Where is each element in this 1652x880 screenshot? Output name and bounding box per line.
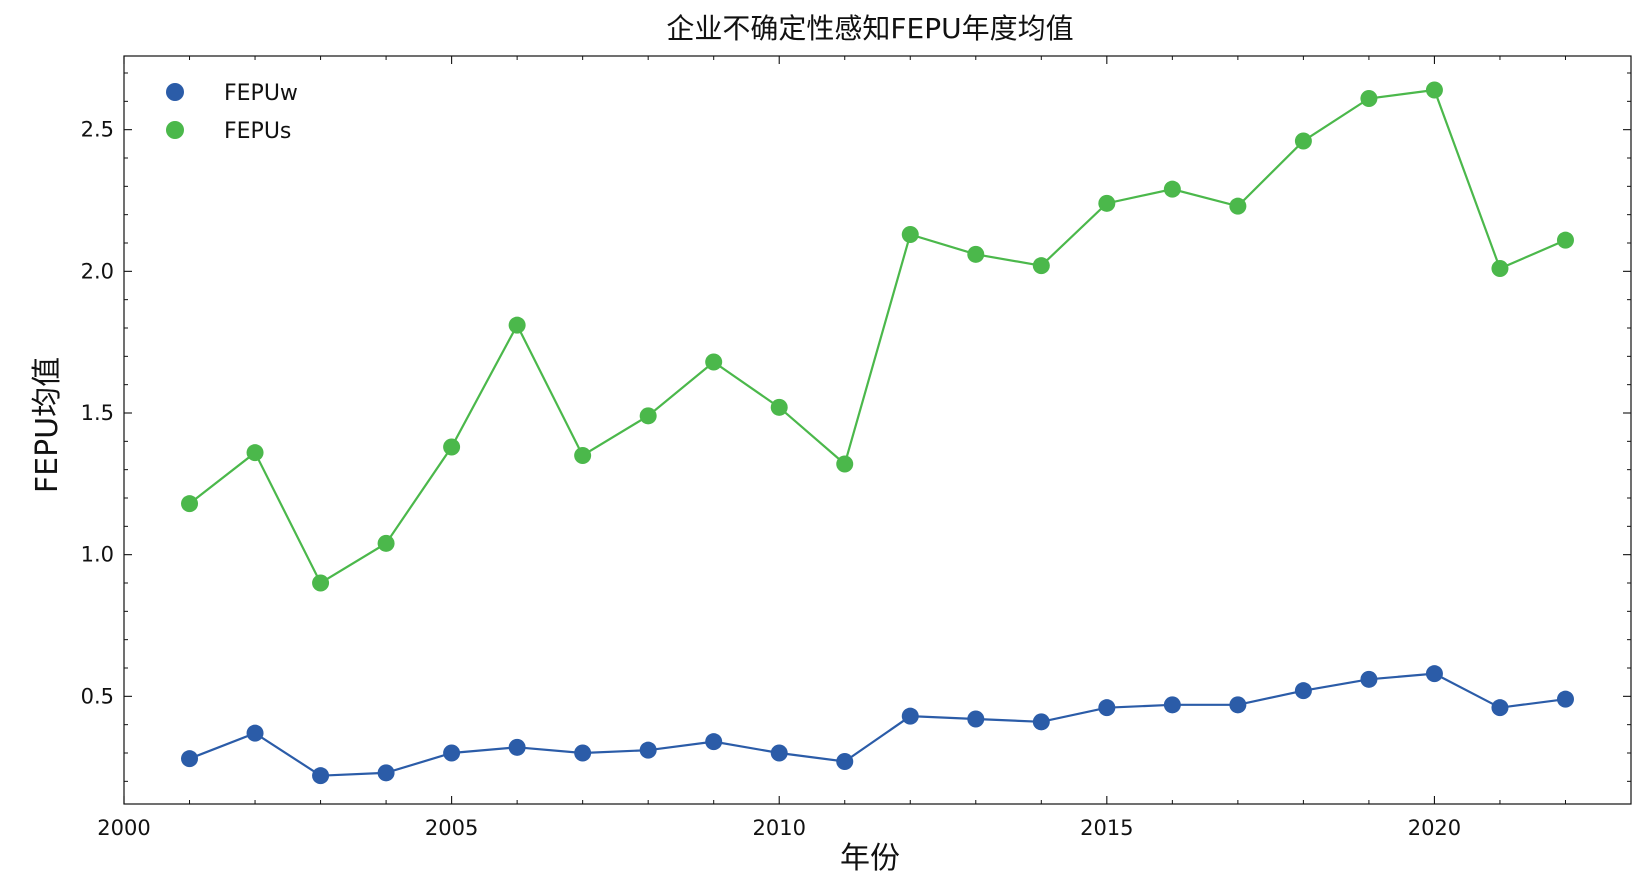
data-point-fepuw [508,738,526,756]
plot-frame [123,55,1632,805]
legend-label-fepus: FEPUs [224,119,291,144]
y-tick-label: 0.5 [81,684,114,708]
y-tick-label: 2.5 [81,118,114,142]
data-point-fepus [181,495,199,513]
data-point-fepuw [1098,699,1116,717]
data-point-fepuw [639,741,657,759]
data-point-fepus [1032,257,1050,275]
data-point-fepuw [1163,696,1181,714]
data-point-fepus [967,245,985,263]
data-point-fepuw [246,724,264,742]
data-point-fepuw [1491,699,1509,717]
data-point-fepuw [1032,713,1050,731]
data-point-fepus [1163,180,1181,198]
x-tick-label: 2000 [97,816,150,840]
x-axis-title: 年份 [840,841,900,876]
data-point-fepuw [1294,682,1312,700]
data-point-fepus [443,438,461,456]
data-point-fepus [770,398,788,416]
data-point-fepuw [181,750,199,768]
x-tick-label: 2015 [1080,816,1133,840]
data-point-fepus [901,226,919,243]
data-point-fepus [1229,197,1247,215]
data-point-fepuw [1425,665,1443,683]
data-point-fepus [246,444,264,462]
x-tick-label: 2010 [752,816,805,840]
plot-area: 2000 2005 2010 2015 2020 0.5 1.0 1.5 2.0 2.5 [81,55,1632,840]
x-tick-label: 2020 [1408,816,1461,840]
data-point-fepuw [443,744,461,762]
data-point-fepus [639,407,657,425]
legend-marker-fepuw [166,83,184,101]
data-point-fepuw [377,764,395,782]
y-tick-label: 1.0 [81,543,114,567]
data-point-fepuw [312,767,330,785]
chart-title: 企业不确定性感知FEPU年度均值 [666,12,1073,45]
data-point-fepus [1491,260,1509,277]
y-tick-label: 2.0 [81,259,114,283]
y-axis-title: FEPU均值 [30,357,65,493]
data-point-fepus [377,534,395,552]
legend: FEPUw FEPUs [166,81,298,144]
data-point-fepus [1360,90,1378,107]
legend-marker-fepus [166,121,184,139]
data-point-fepuw [1360,670,1378,688]
data-point-fepus [312,574,330,592]
data-point-fepuw [836,753,854,770]
data-point-fepus [1098,194,1116,212]
data-point-fepuw [901,707,919,725]
series-line-fepuw [189,672,1566,777]
legend-label-fepuw: FEPUw [224,81,298,106]
data-point-fepus [705,353,723,371]
series-line-fepus [188,88,1566,585]
data-point-fepuw [705,733,723,751]
data-point-fepus [1294,132,1312,150]
y-tick-label: 1.5 [81,401,114,425]
data-point-fepus [1425,81,1443,99]
data-point-fepuw [967,710,985,728]
data-point-fepus [574,447,592,464]
data-point-fepuw [574,744,592,762]
x-tick-label: 2005 [425,816,478,840]
data-point-fepuw [770,744,788,762]
data-point-fepus [1556,231,1574,249]
data-point-fepuw [1556,690,1574,708]
data-point-fepuw [1229,696,1247,714]
data-point-fepus [508,316,526,334]
data-point-fepus [836,455,854,473]
